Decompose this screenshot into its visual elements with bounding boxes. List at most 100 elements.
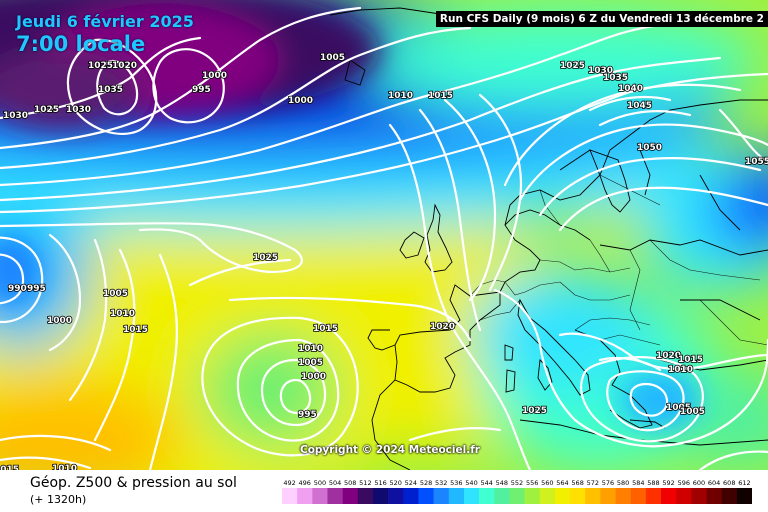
scale-swatch <box>357 488 374 504</box>
isobar-label: 1020 <box>430 322 455 332</box>
isobar-label: 1030 <box>66 105 91 115</box>
scale-value: 580 <box>617 479 629 487</box>
scale-value: 528 <box>420 479 432 487</box>
scale-swatch <box>585 488 601 504</box>
isobar-label: 1015 <box>428 91 453 101</box>
scale-swatch <box>388 488 404 504</box>
isobar-label: 1020 <box>112 61 137 71</box>
scale-swatch <box>418 488 434 504</box>
scale-swatch <box>676 488 692 504</box>
isobar-label: 1010 <box>298 344 323 354</box>
isobar-label: 1005 <box>320 53 345 63</box>
scale-value: 564 <box>556 479 568 487</box>
scale-swatch <box>509 488 525 504</box>
scale-value: 496 <box>299 479 311 487</box>
scale-value: 576 <box>602 479 614 487</box>
scale-swatch <box>554 488 571 504</box>
isobar-label: 1025 <box>522 406 547 416</box>
scale-swatch <box>721 488 738 504</box>
legend-panel: Géop. Z500 & pression au sol (+ 1320h) 4… <box>0 470 768 512</box>
isobar-label: 995 <box>27 284 46 294</box>
scale-swatch <box>691 488 707 504</box>
isobar-label: 1050 <box>637 143 662 153</box>
scale-swatch <box>342 488 359 504</box>
scale-value: 512 <box>359 479 371 487</box>
scale-value: 600 <box>693 479 705 487</box>
scale-value: 500 <box>314 479 326 487</box>
scale-value: 548 <box>496 479 508 487</box>
isobars <box>0 6 768 470</box>
scale-value: 504 <box>329 479 341 487</box>
legend-title: Géop. Z500 & pression au sol <box>30 475 237 491</box>
scale-swatch <box>615 488 632 504</box>
scale-swatch <box>661 488 677 504</box>
scale-value: 508 <box>344 479 356 487</box>
isobar-label: 1010 <box>388 91 413 101</box>
scale-value: 544 <box>480 479 492 487</box>
forecast-date: Jeudi 6 février 2025 <box>16 12 194 31</box>
scale-swatch <box>630 488 647 504</box>
isobar-label: 1040 <box>618 84 643 94</box>
isobar-label: 1015 <box>678 355 703 365</box>
scale-value: 540 <box>465 479 477 487</box>
scale-value: 552 <box>511 479 523 487</box>
isobar-label: 1005 <box>298 358 323 368</box>
country-borders <box>469 174 768 346</box>
scale-value: 568 <box>571 479 583 487</box>
isobar-label: 1005 <box>103 289 128 299</box>
scale-value: 520 <box>389 479 401 487</box>
scale-swatch <box>463 488 480 504</box>
scale-swatch <box>524 488 541 504</box>
scale-value: 516 <box>374 479 386 487</box>
isobar-label: 995 <box>298 410 317 420</box>
scale-value: 608 <box>723 479 735 487</box>
isobar-label: 1055 <box>745 157 768 167</box>
scale-swatch <box>600 488 616 504</box>
isobar-label: 1010 <box>52 464 77 470</box>
forecast-time: 7:00 locale <box>16 32 146 56</box>
scale-value: 604 <box>708 479 720 487</box>
isobar-label: 1030 <box>588 66 613 76</box>
isobar-label: 1005 <box>666 403 691 413</box>
isobar-label: 1000 <box>288 96 313 106</box>
scale-value: 524 <box>405 479 417 487</box>
isobar-label: 1025 <box>253 253 278 263</box>
isobar-label: 1035 <box>98 85 123 95</box>
scale-swatch <box>570 488 586 504</box>
scale-swatch <box>706 488 722 504</box>
scale-value: 492 <box>283 479 295 487</box>
isobar-label: 1015 <box>313 324 338 334</box>
isobar-label: 1015 <box>123 325 148 335</box>
copyright-notice: Copyright © 2024 Meteociel.fr <box>300 444 480 456</box>
scale-value: 572 <box>587 479 599 487</box>
legend-subtitle: (+ 1320h) <box>30 493 87 506</box>
isobar-label: 1030 <box>3 111 28 121</box>
scale-value: 592 <box>662 479 674 487</box>
scale-value: 612 <box>738 479 750 487</box>
scale-swatch <box>403 488 419 504</box>
scale-swatch <box>312 488 328 504</box>
isobar-label: 1020 <box>656 351 681 361</box>
scale-swatch <box>645 488 662 504</box>
isobar-label: 1010 <box>668 365 693 375</box>
scale-swatch <box>539 488 556 504</box>
isobar-label: 990 <box>8 284 27 294</box>
scale-value: 556 <box>526 479 538 487</box>
scale-value: 532 <box>435 479 447 487</box>
scale-value: 536 <box>450 479 462 487</box>
isobar-label: 1000 <box>301 372 326 382</box>
scale-value: 584 <box>632 479 644 487</box>
scale-swatch <box>372 488 389 504</box>
scale-value: 588 <box>647 479 659 487</box>
scale-swatch <box>433 488 450 504</box>
scale-swatch <box>448 488 465 504</box>
isobar-label: 1045 <box>627 101 652 111</box>
isobar-label: 1025 <box>88 61 113 71</box>
isobar-label: 1015 <box>0 465 19 470</box>
run-info-banner: Run CFS Daily (9 mois) 6 Z du Vendredi 1… <box>435 11 768 27</box>
isobar-label: 1035 <box>603 73 628 83</box>
scale-swatch <box>297 488 313 504</box>
isobar-label: 995 <box>192 85 211 95</box>
